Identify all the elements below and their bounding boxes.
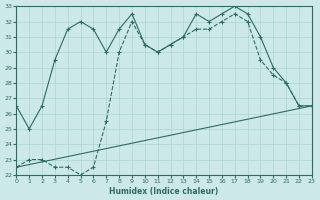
X-axis label: Humidex (Indice chaleur): Humidex (Indice chaleur) bbox=[109, 187, 219, 196]
